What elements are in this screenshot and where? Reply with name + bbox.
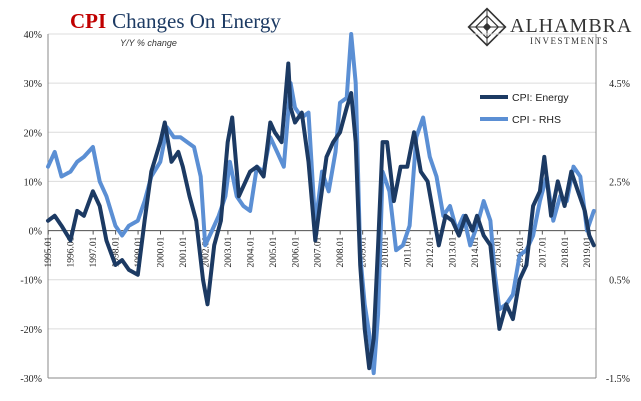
- alhambra-logo: ALHAMBRA INVESTMENTS: [467, 7, 632, 47]
- y-left-tick-label: -10%: [20, 276, 42, 287]
- x-tick-label: 1996.01: [67, 236, 77, 267]
- diamond-icon: [467, 7, 507, 47]
- legend-label: CPI: Energy: [512, 92, 569, 104]
- title-rest: Changes On Energy: [112, 9, 281, 33]
- chart-subtitle: Y/Y % change: [120, 38, 177, 48]
- gridlines: [48, 33, 596, 379]
- x-tick-label: 1995.01: [44, 236, 54, 267]
- logo-name: ALHAMBRA: [510, 15, 632, 37]
- x-tick-label: 2002.01: [201, 236, 211, 267]
- legend: CPI: Energy CPI - RHS: [480, 92, 569, 126]
- x-axis: 1995.01 1996.01 1997.01 1998.01 1999.01 2000.…: [44, 230, 593, 267]
- x-tick-label: 2007.01: [314, 236, 324, 267]
- x-tick-label: 2017.01: [538, 236, 548, 267]
- x-tick-label: 2006.01: [291, 236, 301, 267]
- x-tick-label: 2004.01: [246, 236, 256, 267]
- y-right-tick-label: 4.5%: [609, 79, 630, 90]
- x-tick-label: 2018.01: [561, 236, 571, 267]
- y-left-tick-label: 10%: [24, 177, 42, 188]
- y-left-tick-label: 20%: [24, 128, 42, 139]
- series-group: [46, 32, 596, 376]
- x-tick-label: 2001.01: [179, 236, 189, 267]
- y-left-tick-label: -30%: [20, 374, 42, 385]
- y-right-tick-label: 0.5%: [609, 276, 630, 287]
- x-tick-label: 2003.01: [224, 236, 234, 267]
- x-tick-label: 1997.01: [89, 236, 99, 267]
- logo-tagline: INVESTMENTS: [530, 36, 609, 46]
- x-tick-label: 2019.01: [583, 236, 593, 267]
- x-tick-label: 2011.01: [404, 236, 414, 267]
- x-tick-label: 1998.01: [112, 236, 122, 267]
- y-axis-right: 4.5% 2.5% 0.5% -1.5%: [606, 79, 630, 385]
- series-line-cpi-energy: [46, 61, 596, 371]
- x-tick-label: 2000.01: [157, 236, 167, 267]
- x-tick-label: 2015.01: [493, 236, 503, 267]
- y-axis-left: 40% 30% 20% 10% 0% -10% -20% -30%: [20, 30, 42, 385]
- y-left-tick-label: 30%: [24, 79, 42, 90]
- y-right-tick-label: 2.5%: [609, 177, 630, 188]
- y-left-tick-label: -20%: [20, 325, 42, 336]
- x-tick-label: 2010.01: [381, 236, 391, 267]
- x-tick-label: 2008.01: [336, 236, 346, 267]
- y-left-tick-label: 0%: [29, 227, 42, 238]
- chart-title: CPI Changes On Energy: [70, 9, 281, 33]
- axes: [47, 34, 597, 379]
- x-tick-label: 2014.01: [471, 236, 481, 267]
- legend-label: CPI - RHS: [512, 114, 561, 126]
- title-cpi: CPI: [70, 9, 106, 33]
- x-tick-label: 2005.01: [269, 236, 279, 267]
- x-tick-label: 2013.01: [448, 236, 458, 267]
- x-tick-label: 2012.01: [426, 236, 436, 267]
- x-tick-label: 2009.01: [359, 236, 369, 267]
- y-left-tick-label: 40%: [24, 30, 42, 41]
- y-right-tick-label: -1.5%: [606, 374, 630, 385]
